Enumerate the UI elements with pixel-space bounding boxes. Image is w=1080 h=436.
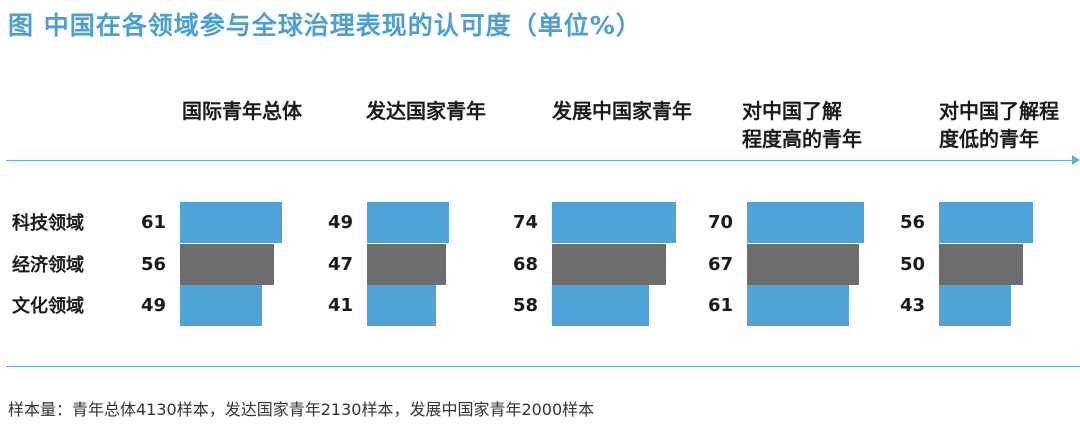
bottom-rule	[6, 366, 1080, 367]
data-label: 50	[899, 254, 925, 275]
row-label-tech: 科技领域	[12, 213, 84, 234]
row-label-economy: 经济领域	[12, 255, 84, 276]
top-rule	[6, 160, 1074, 161]
data-label: 58	[512, 295, 538, 316]
data-label: 56	[140, 254, 166, 275]
row-label-culture: 文化领域	[12, 296, 84, 317]
bar	[939, 202, 1033, 243]
column-header-line: 对中国了解程	[939, 99, 1059, 123]
column-header: 对中国了解程度高的青年	[742, 97, 862, 153]
bar	[939, 285, 1011, 326]
bar	[552, 202, 676, 243]
column-header: 发达国家青年	[366, 97, 486, 125]
data-label: 56	[899, 212, 925, 233]
data-label: 49	[140, 295, 166, 316]
bar	[180, 244, 274, 285]
data-label: 49	[327, 212, 353, 233]
data-label: 74	[512, 212, 538, 233]
bar	[747, 285, 849, 326]
bar	[552, 244, 666, 285]
column-header-line: 对中国了解	[742, 99, 842, 123]
bar	[367, 285, 436, 326]
data-label: 61	[140, 212, 166, 233]
column-header-line: 度低的青年	[939, 127, 1039, 151]
column-header: 对中国了解程 度低的青年	[939, 97, 1059, 153]
column-header: 发展中国家青年	[552, 97, 692, 125]
data-label: 67	[707, 254, 733, 275]
column-header-line: 发展中国家青年	[552, 99, 692, 123]
column-header-line: 发达国家青年	[366, 99, 486, 123]
data-label: 70	[707, 212, 733, 233]
data-label: 43	[899, 295, 925, 316]
data-label: 47	[327, 254, 353, 275]
bar	[747, 244, 859, 285]
data-label: 68	[512, 254, 538, 275]
bar	[552, 285, 649, 326]
bar	[939, 244, 1023, 285]
data-label: 41	[327, 295, 353, 316]
bar	[180, 285, 262, 326]
bar	[180, 202, 282, 243]
column-header-line: 国际青年总体	[182, 99, 302, 123]
chart-title: 图 中国在各领域参与全球治理表现的认可度（单位%）	[8, 11, 642, 40]
bar	[367, 244, 446, 285]
footnote: 样本量：青年总体4130样本，发达国家青年2130样本，发展中国家青年2000样…	[8, 400, 595, 419]
column-header: 国际青年总体	[182, 97, 302, 125]
bar	[367, 202, 449, 243]
column-header-line: 程度高的青年	[742, 127, 862, 151]
arrow-right-icon	[1072, 155, 1080, 165]
bar	[747, 202, 864, 243]
data-label: 61	[707, 295, 733, 316]
